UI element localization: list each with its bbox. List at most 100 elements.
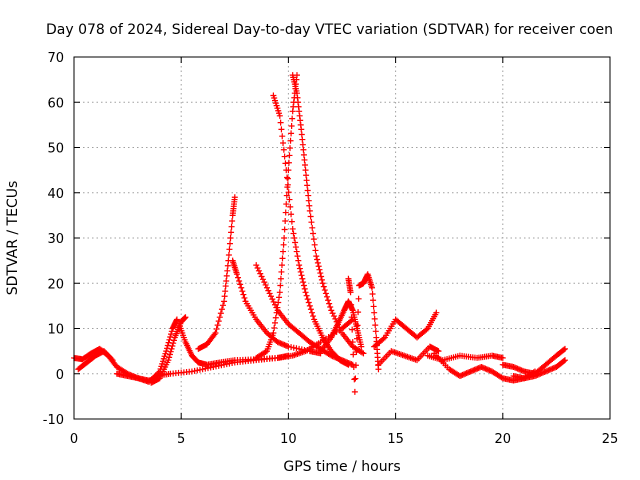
data-point	[354, 322, 361, 329]
data-point	[166, 351, 173, 358]
data-point	[355, 309, 362, 316]
data-point	[298, 272, 305, 279]
data-point	[352, 362, 359, 369]
data-point	[304, 187, 311, 194]
data-point	[225, 251, 232, 258]
data-point	[277, 275, 284, 282]
data-point	[217, 310, 224, 317]
data-point	[277, 282, 284, 289]
data-point	[221, 298, 228, 305]
data-point	[305, 197, 312, 204]
series-sat-h	[229, 257, 324, 357]
data-point	[561, 345, 568, 352]
data-point	[326, 300, 333, 307]
data-point	[312, 247, 319, 254]
data-point	[298, 131, 305, 138]
data-point	[284, 184, 291, 191]
data-point	[371, 309, 378, 316]
data-point	[261, 279, 268, 286]
data-point	[299, 141, 306, 148]
data-point	[228, 229, 235, 236]
data-point	[286, 196, 293, 203]
data-point	[284, 175, 291, 182]
data-point	[289, 225, 296, 232]
data-point	[266, 290, 273, 297]
data-point	[433, 309, 440, 316]
data-point	[273, 309, 280, 316]
data-point	[423, 326, 430, 333]
y-axis-label: SDTVAR / TECUs	[5, 181, 21, 296]
data-point	[295, 257, 302, 264]
data-point	[218, 306, 225, 313]
data-point	[214, 322, 221, 329]
data-point	[369, 284, 376, 291]
data-point	[314, 259, 321, 266]
axis-ticks: 0 5 10 15 20 25 -10 0 10 20 30 40 50 60 70	[43, 51, 619, 447]
gridlines	[74, 57, 610, 419]
data-point	[220, 302, 227, 309]
data-point	[279, 255, 286, 262]
data-point	[165, 357, 172, 364]
data-point	[318, 273, 325, 280]
data-point	[222, 283, 229, 290]
data-point	[317, 270, 324, 277]
data-point	[303, 177, 310, 184]
data-point	[168, 331, 175, 338]
data-point	[170, 340, 177, 347]
data-point	[290, 230, 297, 237]
series-sat-f	[176, 320, 292, 368]
data-point	[353, 348, 360, 355]
chart-title: Day 078 of 2024, Sidereal Day-to-day VTE…	[46, 22, 613, 38]
y-tick-label: 50	[47, 142, 64, 157]
data-point	[323, 293, 330, 300]
series-sat-p	[375, 343, 442, 368]
data-point	[318, 276, 325, 283]
data-point	[302, 289, 309, 296]
data-point	[300, 151, 307, 158]
data-point	[348, 301, 355, 308]
data-point	[314, 256, 321, 263]
data-point	[258, 273, 265, 280]
data-point	[298, 126, 305, 133]
data-point	[351, 388, 358, 395]
data-point	[278, 268, 285, 275]
data-point	[276, 289, 283, 296]
data-point	[293, 248, 300, 255]
data-point	[310, 230, 317, 237]
data-point	[292, 239, 299, 246]
series-sat-l	[289, 72, 367, 357]
data-point	[347, 289, 354, 296]
data-point	[308, 219, 315, 226]
y-tick-label: 20	[47, 277, 64, 292]
data-point	[327, 304, 334, 311]
data-point	[274, 304, 281, 311]
data-point	[284, 174, 291, 181]
x-tick-label: 20	[495, 432, 512, 447]
x-tick-label: 25	[602, 432, 619, 447]
data-point	[337, 327, 344, 334]
data-point	[255, 267, 262, 274]
data-point	[288, 211, 295, 218]
data-point	[345, 361, 352, 368]
data-point	[308, 309, 315, 316]
data-point	[108, 356, 115, 363]
data-point	[313, 253, 320, 260]
data-point	[226, 240, 233, 247]
x-axis-label: GPS time / hours	[283, 459, 400, 475]
data-point	[277, 119, 284, 126]
data-point	[212, 330, 219, 337]
data-point	[301, 285, 308, 292]
data-point	[262, 348, 269, 355]
data-point	[263, 284, 270, 291]
data-point	[278, 262, 285, 269]
data-point	[265, 287, 272, 294]
data-point	[371, 315, 378, 322]
data-point	[292, 244, 299, 251]
data-point	[294, 253, 301, 260]
data-point	[215, 318, 222, 325]
data-point	[226, 246, 233, 253]
data-point	[304, 296, 311, 303]
y-tick-label: 40	[47, 187, 64, 202]
data-point	[288, 130, 295, 137]
data-point	[280, 248, 287, 255]
